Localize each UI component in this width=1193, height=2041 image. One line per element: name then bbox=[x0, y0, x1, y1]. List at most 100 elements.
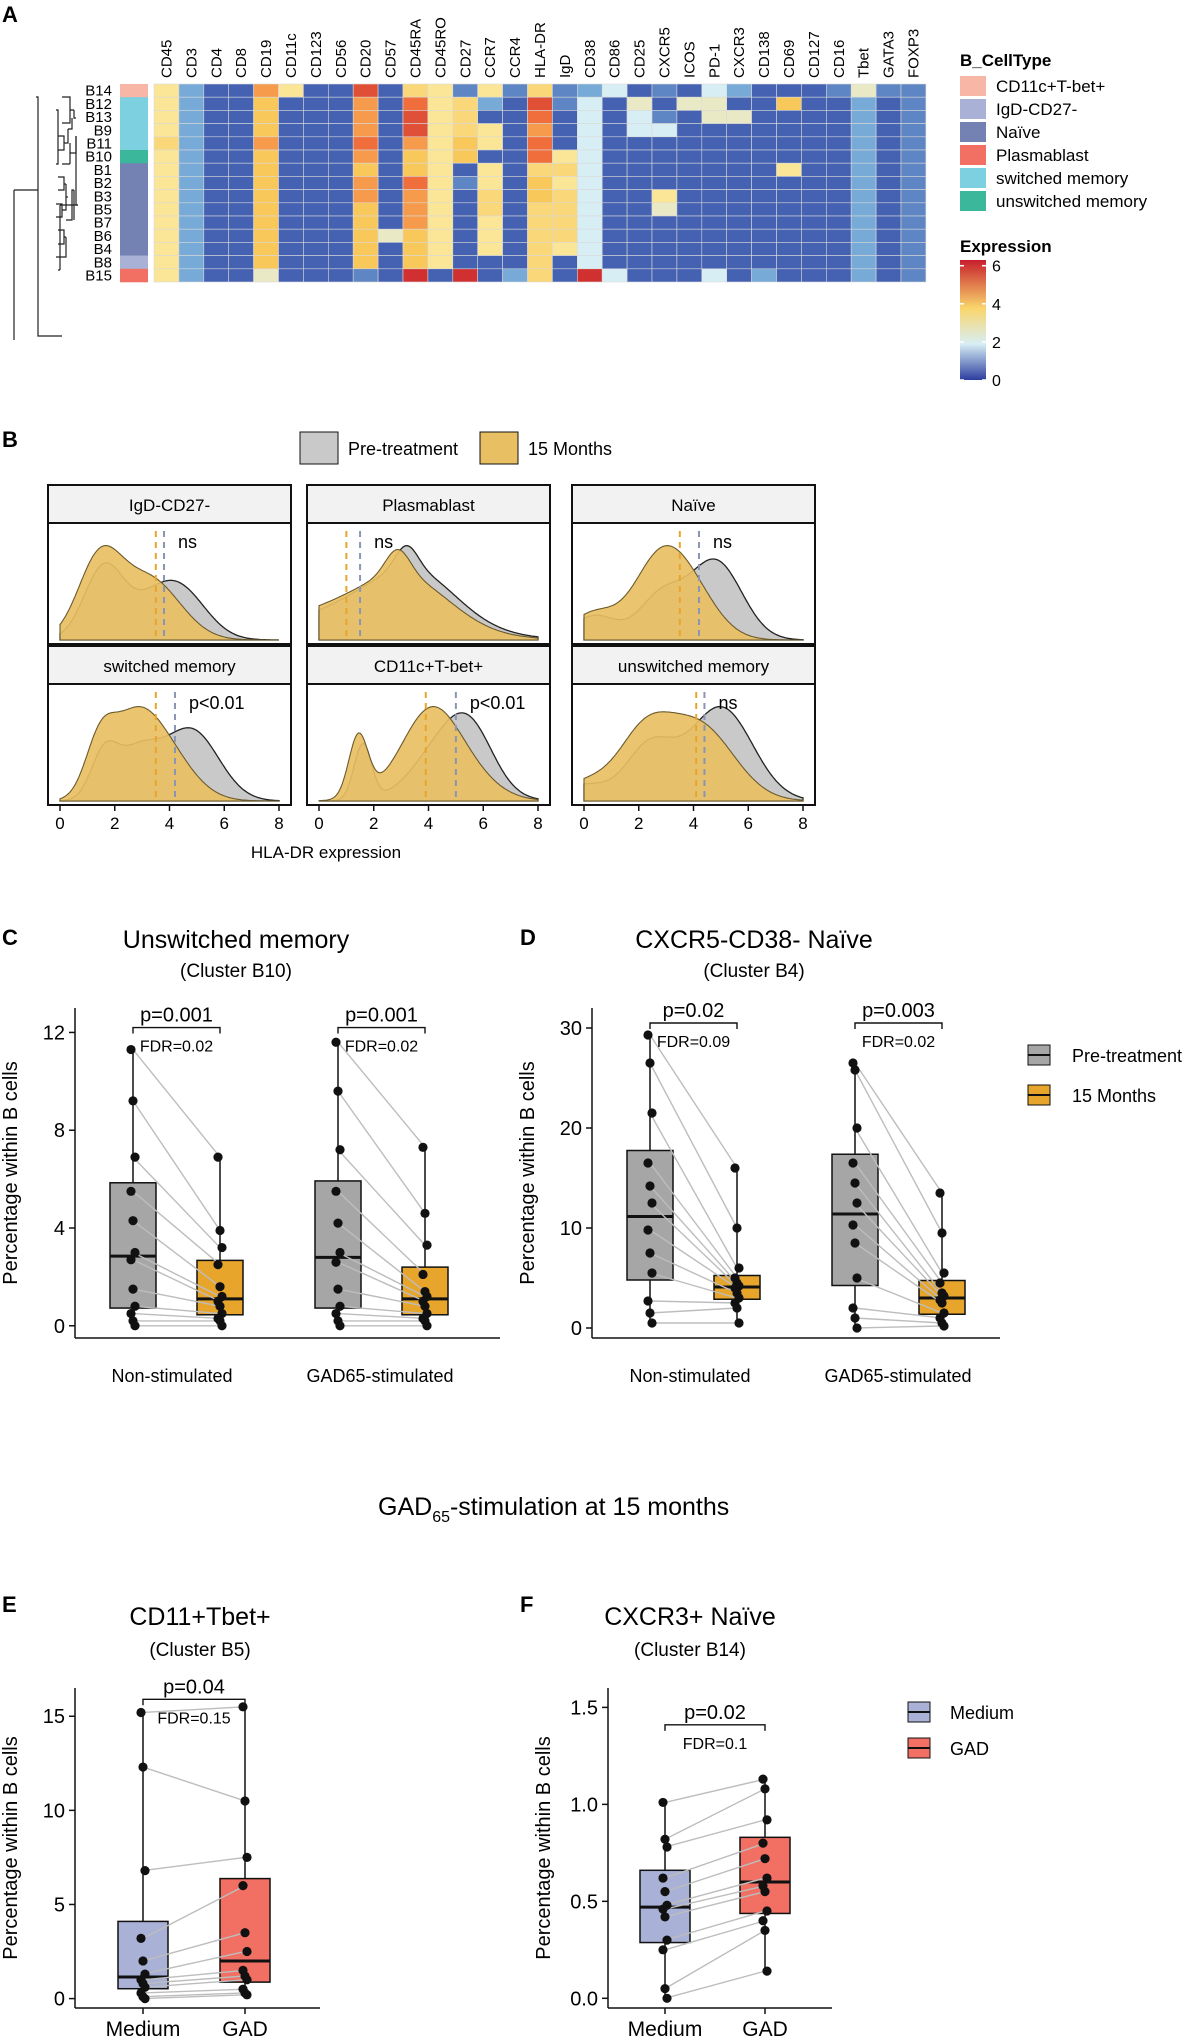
heatmap-cell bbox=[676, 149, 703, 164]
x-tick-label: 2 bbox=[110, 814, 119, 833]
celltype-legend-label: IgD-CD27- bbox=[996, 100, 1077, 119]
heatmap-cell bbox=[402, 123, 429, 138]
heatmap-cell bbox=[303, 110, 329, 124]
heatmap-cell bbox=[352, 189, 379, 204]
heatmap-cell bbox=[327, 176, 354, 190]
heatmap-cell bbox=[527, 215, 553, 230]
heatmap-cell bbox=[751, 268, 777, 283]
data-point bbox=[935, 1188, 945, 1198]
heatmap-cell bbox=[527, 176, 553, 190]
heatmap-cell bbox=[452, 242, 478, 256]
data-point bbox=[331, 1186, 341, 1196]
facet-title: IgD-CD27- bbox=[129, 496, 210, 515]
heatmap-cell bbox=[427, 176, 454, 190]
celltype-legend-key bbox=[960, 191, 986, 211]
celltype-annotation-cell bbox=[120, 110, 148, 124]
heatmap-cell bbox=[552, 268, 578, 283]
marker-label: CD25 bbox=[632, 40, 649, 78]
heatmap-cell bbox=[228, 228, 254, 243]
heatmap-cell bbox=[203, 83, 230, 98]
pair-line bbox=[649, 1229, 738, 1289]
heatmap-cell bbox=[427, 162, 454, 177]
pair-line bbox=[664, 1910, 766, 1941]
heatmap-cell bbox=[900, 136, 927, 151]
data-point bbox=[331, 1308, 341, 1319]
x-group-label: GAD65-stimulated bbox=[306, 1366, 453, 1386]
heatmap-cell bbox=[502, 83, 528, 98]
heatmap-cell bbox=[502, 255, 528, 270]
legend-label-medium: Medium bbox=[950, 1703, 1014, 1723]
data-point bbox=[643, 1225, 653, 1235]
heatmap-cell bbox=[776, 228, 802, 243]
heatmap-cell bbox=[178, 83, 205, 98]
pair-line bbox=[649, 1202, 738, 1287]
data-point bbox=[848, 1058, 858, 1068]
heatmap-cell bbox=[676, 83, 703, 98]
heatmap-cell bbox=[626, 215, 653, 230]
heatmap-cell bbox=[850, 255, 877, 270]
data-point bbox=[130, 1301, 140, 1311]
heatmap-cell bbox=[153, 228, 180, 243]
data-point bbox=[335, 1321, 345, 1331]
marker-label: CD127 bbox=[806, 31, 823, 78]
heatmap-cell bbox=[402, 149, 429, 164]
celltype-legend-label: Plasmablast bbox=[996, 146, 1089, 165]
pair-line bbox=[337, 1305, 426, 1315]
significance-label: ns bbox=[178, 532, 197, 552]
celltype-legend-key bbox=[960, 168, 986, 188]
fdr-label: FDR=0.02 bbox=[140, 1039, 213, 1056]
heatmap-cell bbox=[203, 215, 230, 230]
heatmap-cell bbox=[601, 202, 628, 217]
heatmap-cell bbox=[153, 268, 180, 283]
data-point bbox=[758, 1916, 768, 1926]
marker-label: CXCR5 bbox=[656, 27, 673, 78]
data-point bbox=[213, 1260, 223, 1270]
pair-line bbox=[649, 1112, 738, 1269]
celltype-legend-title: B_CellType bbox=[960, 51, 1051, 70]
heatmap-cell bbox=[751, 162, 777, 177]
heatmap-cell bbox=[776, 255, 802, 270]
heatmap-cell bbox=[452, 110, 478, 124]
heatmap-cell bbox=[477, 215, 503, 230]
heatmap-cell bbox=[850, 162, 877, 177]
marker-label: CD16 bbox=[831, 40, 848, 78]
data-point bbox=[242, 1946, 252, 1957]
heatmap-cell bbox=[701, 162, 727, 177]
panel-f-subtitle: (Cluster B14) bbox=[634, 1640, 746, 1661]
data-point bbox=[238, 1881, 248, 1891]
heatmap-cell bbox=[825, 268, 852, 283]
pair-line bbox=[854, 1062, 943, 1194]
heatmap-cell bbox=[203, 268, 230, 283]
data-point bbox=[335, 1247, 345, 1258]
heatmap-cell bbox=[303, 176, 329, 190]
heatmap-cell bbox=[552, 176, 578, 190]
heatmap-cell bbox=[527, 136, 553, 151]
heatmap-cell bbox=[552, 123, 578, 138]
heatmap-cell bbox=[776, 149, 802, 164]
data-point bbox=[420, 1208, 430, 1218]
data-point bbox=[658, 1904, 668, 1914]
heatmap-cell bbox=[527, 83, 553, 98]
y-axis-label: Percentage within B cells bbox=[517, 1061, 539, 1284]
heatmap-cell bbox=[875, 96, 902, 111]
panel-f-title: CXCR3+ Naïve bbox=[604, 1603, 776, 1631]
data-point bbox=[333, 1284, 343, 1294]
heatmap-cell bbox=[253, 189, 279, 204]
x-group-label: GAD bbox=[222, 2018, 268, 2041]
cluster-label: B12 bbox=[85, 96, 112, 113]
heatmap-cell bbox=[626, 255, 653, 270]
heatmap-cell bbox=[327, 110, 354, 124]
panel-f-plot: 0.0 0.5 1.0 1.5 Percentage within B cells p=0… bbox=[533, 1688, 832, 2041]
heatmap-cell bbox=[900, 83, 927, 98]
pair-line bbox=[142, 1766, 246, 1802]
data-point bbox=[658, 1873, 668, 1883]
heatmap-cell bbox=[576, 136, 603, 151]
x-tick-label: 8 bbox=[798, 814, 807, 833]
data-point bbox=[240, 1928, 250, 1938]
heatmap-cell bbox=[875, 189, 902, 204]
y-tick-label: 0.5 bbox=[570, 1891, 598, 1913]
heatmap-cell bbox=[452, 149, 478, 164]
y-axis-label: Percentage within B cells bbox=[0, 1736, 22, 1959]
heatmap-cell bbox=[502, 242, 528, 256]
data-point bbox=[217, 1242, 227, 1253]
